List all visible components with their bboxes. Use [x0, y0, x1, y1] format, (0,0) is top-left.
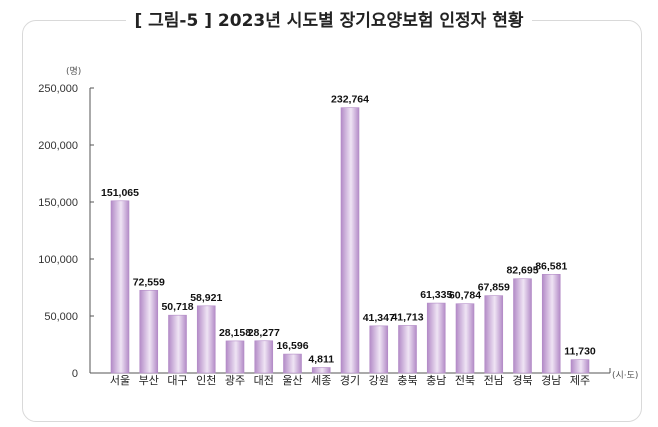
value-label: 86,581: [535, 260, 567, 272]
value-label: 232,764: [331, 94, 369, 106]
category-label: 충남: [426, 374, 446, 387]
bar-경기: [340, 107, 360, 374]
value-label: 28,158: [219, 327, 251, 339]
bar-부산: [139, 289, 159, 374]
value-label: 50,718: [161, 301, 193, 313]
bar-충남: [426, 302, 446, 374]
category-label: 전남: [484, 374, 504, 387]
value-label: 58,921: [190, 292, 222, 304]
category-label: 충북: [397, 374, 417, 387]
y-tick-label: 100,000: [38, 254, 78, 266]
bar-전남: [484, 295, 504, 374]
value-label: 41,347: [363, 312, 395, 324]
bar-전북: [455, 303, 475, 374]
bar-대구: [168, 314, 187, 374]
y-tick-label: 50,000: [44, 311, 78, 323]
value-label: 72,559: [133, 276, 165, 288]
bar-경북: [513, 278, 532, 374]
value-label: 4,811: [308, 354, 334, 366]
bar-인천: [196, 305, 216, 374]
value-label: 61,335: [420, 289, 452, 301]
category-label: 경북: [512, 374, 532, 387]
bar-제주: [570, 359, 590, 374]
value-label: 16,596: [276, 340, 308, 352]
x-unit-label: (시·도): [612, 370, 638, 381]
chart-title: [ 그림-5 ] 2023년 시도별 장기요양보험 인정자 현황: [126, 11, 532, 31]
category-label: 경기: [340, 374, 360, 387]
category-label: 대전: [254, 374, 274, 387]
y-tick-label: 200,000: [38, 140, 78, 152]
category-label: 세종: [311, 374, 331, 387]
category-label: 강원: [369, 374, 389, 387]
value-label: 60,784: [449, 290, 481, 302]
category-label: 제주: [570, 374, 590, 387]
value-label: 28,277: [248, 327, 280, 339]
value-label: 151,065: [101, 187, 139, 199]
bar-광주: [225, 340, 245, 374]
bar-충북: [398, 325, 417, 374]
category-label: 경남: [541, 374, 561, 387]
chart-title-wrap: [ 그림-5 ] 2023년 시도별 장기요양보험 인정자 현황: [0, 6, 658, 31]
category-label: 전북: [455, 374, 475, 387]
category-label: 서울: [110, 374, 130, 387]
bar-울산: [283, 353, 302, 374]
category-label: 인천: [196, 373, 216, 387]
category-label: 대구: [167, 374, 187, 387]
category-label: 울산: [282, 374, 302, 387]
y-unit-label: (명): [66, 66, 81, 77]
category-label: 광주: [225, 374, 245, 387]
bar-대전: [254, 340, 274, 374]
value-label: 67,859: [478, 282, 510, 294]
bar-서울: [110, 200, 130, 374]
value-label: 41,713: [391, 311, 423, 323]
bar-경남: [541, 273, 561, 374]
category-label: 부산: [139, 374, 159, 387]
value-label: 82,695: [506, 265, 538, 277]
y-tick-label: 250,000: [38, 83, 78, 95]
y-tick-label: 150,000: [38, 197, 78, 209]
bar-강원: [369, 325, 389, 374]
value-label: 11,730: [564, 346, 596, 358]
bar-세종: [311, 367, 331, 374]
y-tick-label: 0: [72, 368, 78, 380]
